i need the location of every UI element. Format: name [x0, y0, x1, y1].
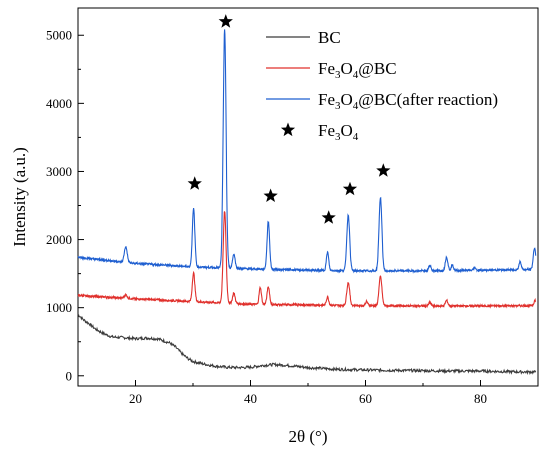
- y-axis-label: Intensity (a.u.): [10, 147, 29, 247]
- legend-star-icon: [280, 122, 296, 137]
- x-tick-label: 60: [359, 391, 372, 406]
- series-line-2: [77, 29, 537, 274]
- star-marker: [342, 181, 358, 196]
- plot-frame: [77, 7, 539, 387]
- x-tick-label: 80: [474, 391, 487, 406]
- star-marker: [321, 210, 336, 224]
- x-axis-label: 2θ (°): [288, 427, 327, 446]
- y-tick-label: 4000: [46, 96, 72, 111]
- legend-label-fe3o4: Fe3O4: [318, 121, 359, 143]
- series-line-0: [77, 314, 537, 375]
- star-markers: [187, 14, 391, 224]
- y-tick-label: 3000: [46, 164, 72, 179]
- legend-label-1: Fe3O4@BC: [318, 59, 397, 81]
- x-tick-label: 40: [244, 391, 257, 406]
- series-layer: [77, 29, 537, 375]
- tick-layer: 20 40 60 80 0 1000 2000 3000 4000 5000: [46, 28, 487, 406]
- y-tick-label: 5000: [46, 28, 72, 43]
- legend: BC Fe3O4@BC Fe3O4@BC(after reaction) Fe3O4: [266, 28, 498, 143]
- star-marker: [218, 14, 233, 28]
- star-marker: [187, 176, 202, 190]
- y-tick-label: 0: [66, 368, 73, 383]
- y-tick-label: 1000: [46, 300, 72, 315]
- y-tick-label: 2000: [46, 232, 72, 247]
- legend-label-2: Fe3O4@BC(after reaction): [318, 90, 498, 112]
- star-marker: [376, 163, 391, 177]
- series-line-1: [77, 210, 537, 309]
- star-marker: [263, 188, 278, 202]
- legend-label-0: BC: [318, 28, 341, 47]
- x-tick-label: 20: [129, 391, 142, 406]
